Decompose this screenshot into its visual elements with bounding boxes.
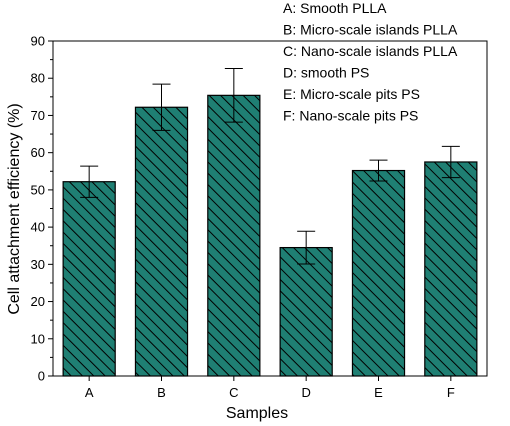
legend-entry: C: Nano-scale islands PLLA [283,43,458,59]
legend: A: Smooth PLLA B: Micro-scale islands PLL… [283,0,458,124]
x-tick-label: F [447,385,455,400]
y-tick-label: 10 [31,331,45,346]
x-tick-label: E [374,385,383,400]
y-tick-label: 70 [31,108,45,123]
y-tick-label: 50 [31,182,45,197]
x-axis: A B C D E F [85,376,455,400]
x-tick-label: D [301,385,310,400]
bar-D [279,246,333,377]
y-tick-label: 30 [31,257,45,272]
bar-E [351,169,406,377]
y-tick-label: 0 [38,369,45,384]
x-tick-label: C [229,385,238,400]
x-axis-title: Samples [226,405,288,422]
plot-border [52,40,488,377]
plot-frame [52,40,488,377]
y-tick-label: 40 [31,220,45,235]
legend-entry: B: Micro-scale islands PLLA [283,22,458,38]
legend-entry: D: smooth PS [283,65,369,81]
legend-entry: F: Nano-scale pits PS [283,108,418,124]
legend-entry: A: Smooth PLLA [283,0,387,16]
y-tick-label: 90 [31,34,45,49]
y-tick-label: 60 [31,145,45,160]
bars [62,68,478,377]
y-axis: 0 10 20 30 40 50 60 70 80 90 [31,34,53,384]
bar-F [424,161,478,377]
y-tick-label: 80 [31,71,45,86]
bar-B [134,106,189,377]
legend-entry: E: Micro-scale pits PS [283,86,420,102]
x-tick-label: A [85,385,94,400]
bar-C [207,94,261,377]
y-axis-title: Cell attachment efficiency (%) [6,103,23,314]
bar-A [62,181,116,377]
y-tick-label: 20 [31,294,45,309]
x-tick-label: B [157,385,166,400]
